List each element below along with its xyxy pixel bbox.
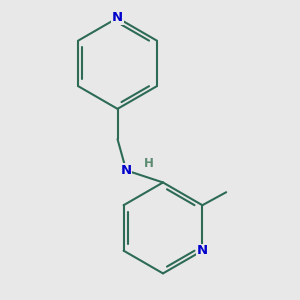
- Text: N: N: [121, 164, 132, 177]
- Text: N: N: [112, 11, 123, 24]
- Text: N: N: [197, 244, 208, 257]
- Text: H: H: [144, 158, 154, 170]
